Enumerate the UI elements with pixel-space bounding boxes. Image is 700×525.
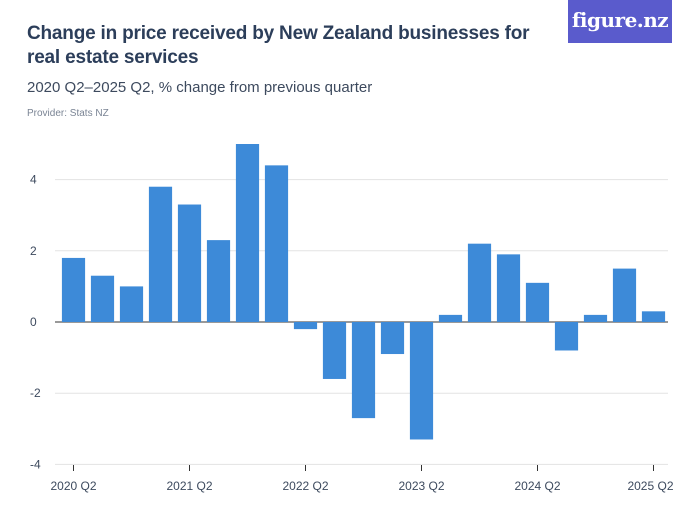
bar xyxy=(119,286,144,322)
y-tick-label: -4 xyxy=(30,457,41,471)
x-tick-label: 2024 Q2 xyxy=(514,479,560,493)
bar xyxy=(554,322,579,351)
bar xyxy=(264,165,289,322)
bar xyxy=(467,243,492,322)
bar xyxy=(148,186,173,322)
y-tick-label: 4 xyxy=(30,173,37,187)
chart-title: Change in price received by New Zealand … xyxy=(27,23,530,68)
bar xyxy=(90,275,115,322)
y-tick-label: 0 xyxy=(30,315,37,329)
bar xyxy=(409,322,434,440)
y-tick-label: -2 xyxy=(30,386,41,400)
bar xyxy=(322,322,347,379)
bar xyxy=(612,268,637,322)
x-tick-label: 2020 Q2 xyxy=(50,479,96,493)
bar xyxy=(235,144,260,322)
bar xyxy=(496,254,521,322)
bar xyxy=(438,314,463,322)
bar xyxy=(351,322,376,419)
bar xyxy=(380,322,405,355)
y-tick-label: 2 xyxy=(30,244,37,258)
bar xyxy=(61,257,86,322)
x-tick-label: 2023 Q2 xyxy=(398,479,444,493)
bar xyxy=(525,282,550,322)
bar xyxy=(177,204,202,322)
x-tick-label: 2025 Q2 xyxy=(627,479,673,493)
bar xyxy=(206,240,231,322)
chart-subtitle: 2020 Q2–2025 Q2, % change from previous … xyxy=(27,79,373,96)
bar xyxy=(293,322,318,330)
x-tick-label: 2021 Q2 xyxy=(166,479,212,493)
x-tick-label: 2022 Q2 xyxy=(282,479,328,493)
figure-nz-logo[interactable]: figure.nz xyxy=(568,0,672,43)
bar xyxy=(641,311,666,322)
bar xyxy=(583,314,608,322)
provider-label: Provider: Stats NZ xyxy=(27,108,109,119)
